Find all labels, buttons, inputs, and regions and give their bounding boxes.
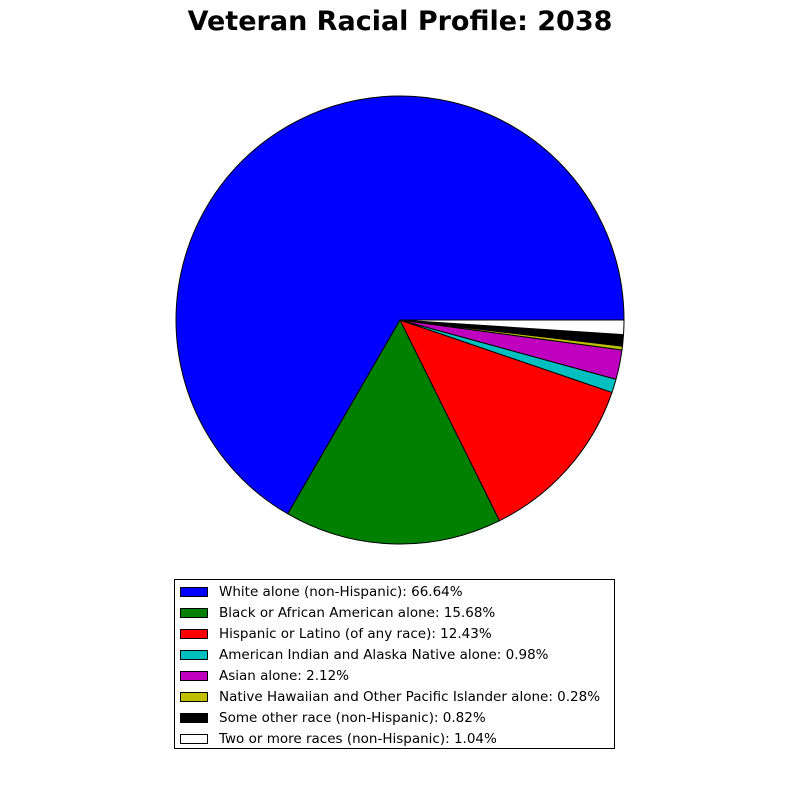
- legend-label: Black or African American alone: 15.68%: [219, 605, 496, 621]
- legend-item: Native Hawaiian and Other Pacific Island…: [180, 687, 600, 707]
- legend-label: Hispanic or Latino (of any race): 12.43%: [219, 626, 492, 642]
- legend-swatch: [180, 629, 208, 639]
- legend-item: Hispanic or Latino (of any race): 12.43%: [180, 624, 492, 644]
- legend-label: Some other race (non-Hispanic): 0.82%: [219, 710, 486, 726]
- legend-item: American Indian and Alaska Native alone:…: [180, 645, 549, 665]
- legend-item: Some other race (non-Hispanic): 0.82%: [180, 708, 486, 728]
- chart-title: Veteran Racial Profile: 2038: [187, 6, 613, 37]
- legend-item: Black or African American alone: 15.68%: [180, 603, 495, 623]
- legend-item: Two or more races (non-Hispanic): 1.04%: [180, 729, 497, 749]
- pie-slice-8: [399, 319, 625, 336]
- legend-label: Native Hawaiian and Other Pacific Island…: [219, 689, 601, 705]
- legend-label: Two or more races (non-Hispanic): 1.04%: [219, 731, 497, 747]
- legend-swatch: [180, 713, 208, 723]
- pie-slice-1: [175, 95, 625, 515]
- legend-swatch: [180, 608, 208, 618]
- legend-swatch: [180, 650, 208, 660]
- legend-swatch: [180, 587, 208, 597]
- legend-label: American Indian and Alaska Native alone:…: [219, 647, 549, 663]
- legend-swatch: [180, 671, 208, 681]
- legend: White alone (non-Hispanic): 66.64% Black …: [174, 579, 615, 749]
- legend-swatch: [180, 734, 208, 744]
- legend-item: Asian alone: 2.12%: [180, 666, 349, 686]
- legend-label: Asian alone: 2.12%: [219, 668, 350, 684]
- legend-item: White alone (non-Hispanic): 66.64%: [180, 582, 463, 602]
- pie-slice-3: [399, 319, 613, 522]
- legend-label: White alone (non-Hispanic): 66.64%: [219, 584, 463, 600]
- pie-slice-2: [287, 319, 501, 545]
- legend-swatch: [180, 692, 208, 702]
